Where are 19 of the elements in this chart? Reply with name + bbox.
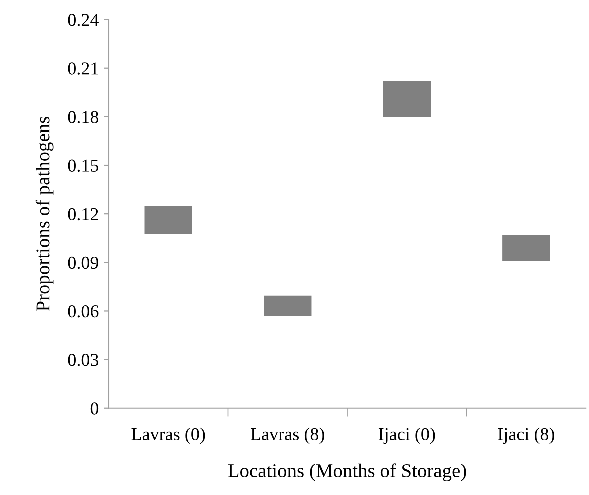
y-tick-label: 0.09: [68, 256, 99, 270]
y-tick-label: 0.21: [68, 62, 98, 75]
x-tick-label: Lavras (0): [132, 428, 206, 444]
y-tick-label: 0.03: [68, 354, 99, 366]
x-tick-label: Lavras (8): [251, 428, 324, 444]
bar: [144, 206, 192, 234]
bar: [383, 81, 431, 117]
y-tick-label: 0: [90, 402, 99, 415]
y-tick-label: 0.18: [68, 111, 99, 124]
y-axis-title: Proportions of pathogens: [36, 117, 54, 312]
bar: [502, 235, 550, 262]
x-axis-title: Locations (Months of Storage): [228, 464, 466, 482]
x-tick-label: Ijaci (8): [498, 428, 554, 444]
y-tick-label: 0.06: [68, 305, 99, 318]
y-tick-label: 0.15: [68, 160, 99, 172]
bar: [264, 296, 312, 316]
x-tick-label: Ijaci (0): [378, 428, 436, 444]
y-tick-label: 0.24: [68, 14, 99, 26]
y-tick-label: 0.12: [68, 208, 98, 221]
